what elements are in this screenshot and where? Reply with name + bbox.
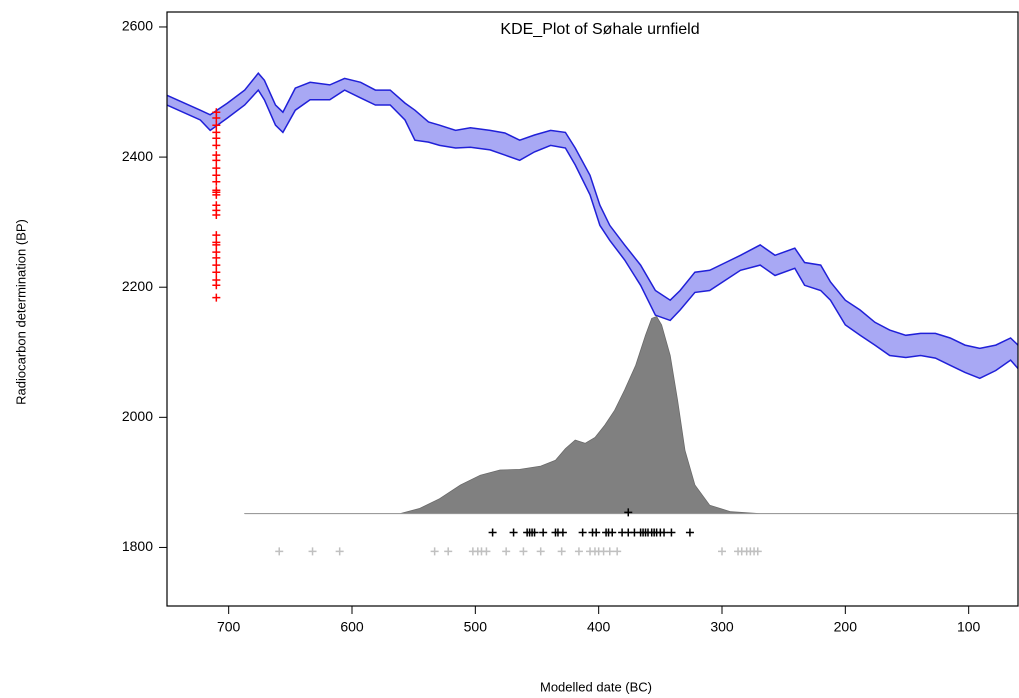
x-tick-label: 300	[710, 619, 734, 635]
cross-marker	[212, 281, 221, 290]
y-tick-label: 2400	[122, 148, 153, 164]
cross-marker	[430, 547, 439, 556]
calibration-upper	[167, 72, 1019, 350]
cross-marker	[558, 528, 567, 537]
cross-marker	[212, 253, 221, 262]
cross-marker	[212, 141, 221, 150]
y-axis-label: Radiocarbon determination (BP)	[13, 219, 28, 405]
x-tick-label: 500	[464, 619, 488, 635]
cross-marker	[557, 547, 566, 556]
cross-marker	[605, 547, 614, 556]
cross-marker	[212, 121, 221, 130]
cross-marker	[212, 156, 221, 165]
cross-marker	[536, 547, 545, 556]
cross-marker	[608, 528, 617, 537]
cross-marker	[592, 528, 601, 537]
plot-frame	[166, 11, 1019, 607]
y-tick-label: 2200	[122, 278, 153, 294]
cross-marker	[335, 547, 344, 556]
x-tick-label: 600	[340, 619, 364, 635]
cross-marker	[444, 547, 453, 556]
y-tick-label: 2000	[122, 408, 153, 424]
cross-marker	[753, 547, 762, 556]
cross-marker	[530, 528, 539, 537]
kde-area	[244, 316, 1019, 515]
cross-marker	[212, 177, 221, 186]
x-tick-label: 100	[957, 619, 981, 635]
x-tick-label: 700	[217, 619, 241, 635]
cross-marker	[212, 164, 221, 173]
cross-marker	[539, 528, 548, 537]
cross-marker	[212, 210, 221, 219]
plot-area	[167, 72, 1019, 556]
cross-marker	[212, 190, 221, 199]
cross-marker	[275, 547, 284, 556]
cross-marker	[212, 268, 221, 277]
cross-marker	[660, 528, 669, 537]
chart-title: KDE_Plot of Søhale urnfield	[500, 21, 699, 38]
cross-marker	[519, 547, 528, 556]
cross-marker	[308, 547, 317, 556]
x-tick-label: 400	[587, 619, 611, 635]
cross-marker	[212, 231, 221, 240]
cross-marker	[685, 528, 694, 537]
cross-marker	[502, 547, 511, 556]
calibration-band	[167, 73, 1018, 379]
cross-marker	[578, 528, 587, 537]
y-tick-label: 2600	[122, 18, 153, 34]
y-tick-label: 1800	[122, 538, 153, 554]
cross-marker	[212, 114, 221, 123]
x-tick-label: 200	[834, 619, 858, 635]
cross-marker	[667, 528, 676, 537]
cross-marker	[509, 528, 518, 537]
cross-marker	[488, 528, 497, 537]
cross-marker	[212, 261, 221, 270]
calibration-lower	[167, 88, 1019, 380]
cross-marker	[212, 293, 221, 302]
cross-marker	[212, 134, 221, 143]
cross-marker	[482, 547, 491, 556]
cross-marker	[624, 508, 633, 517]
cross-marker	[613, 547, 622, 556]
cross-marker	[718, 547, 726, 556]
cross-marker	[212, 240, 221, 249]
cross-marker	[574, 547, 583, 556]
x-axis-label: Modelled date (BC)	[540, 679, 652, 694]
